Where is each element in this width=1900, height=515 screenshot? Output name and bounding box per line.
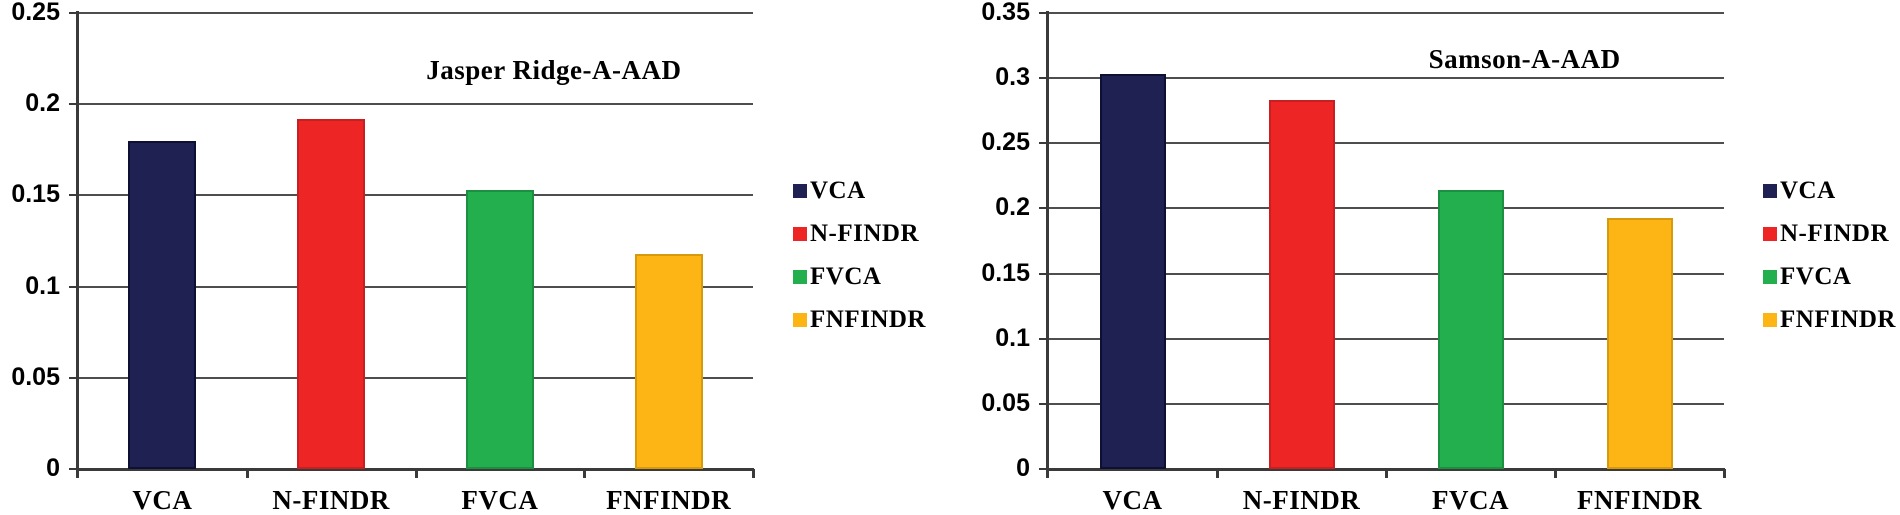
y-tick-label: 0.1 — [25, 271, 60, 300]
x-tick — [583, 469, 587, 478]
y-tick — [1039, 468, 1048, 470]
gridline — [1048, 207, 1724, 210]
y-tick-label: 0.3 — [995, 63, 1030, 92]
legend-color-swatch — [793, 270, 807, 284]
bar-n-findr — [297, 118, 366, 469]
legend-label: VCA — [1780, 177, 1836, 204]
bar-fvca — [465, 189, 534, 469]
x-category-label: FVCA — [461, 485, 539, 515]
legend-color-swatch — [1763, 270, 1777, 284]
gridline — [78, 285, 753, 288]
y-tick — [69, 103, 78, 106]
x-tick — [245, 469, 249, 478]
x-category-label: N-FINDR — [272, 485, 390, 515]
y-tick — [1039, 77, 1048, 80]
y-tick-label: 0.05 — [11, 362, 60, 391]
legend-item-vca: VCA — [1763, 177, 1836, 205]
y-tick-label: 0.15 — [981, 258, 1030, 287]
y-tick — [69, 194, 78, 197]
legend-label: FNFINDR — [810, 306, 926, 333]
x-tick — [752, 469, 755, 478]
gridline — [1048, 142, 1724, 145]
y-tick-label: 0 — [46, 454, 60, 482]
y-tick-label: 0.25 — [981, 128, 1030, 157]
x-category-label: VCA — [132, 485, 193, 515]
x-tick — [414, 469, 418, 478]
x-tick — [1216, 469, 1219, 478]
legend-label: FVCA — [810, 263, 882, 290]
gridline — [1048, 77, 1724, 80]
y-tick — [1039, 142, 1048, 145]
legend-label: FVCA — [1780, 263, 1852, 290]
legend-item-fnfindr: FNFINDR — [1763, 306, 1896, 334]
gridline — [1048, 272, 1724, 275]
legend-color-swatch — [793, 313, 807, 327]
gridline — [78, 103, 753, 106]
legend-color-swatch — [1763, 184, 1777, 198]
y-tick-label: 0.15 — [11, 180, 60, 209]
legend-color-swatch — [1763, 313, 1777, 327]
legend-item-fvca: FVCA — [793, 263, 881, 291]
chart-title: Jasper Ridge-A-AAD — [426, 55, 682, 85]
bar-fvca — [1437, 190, 1504, 469]
gridline — [78, 12, 753, 14]
y-tick-label: 0.25 — [11, 0, 60, 26]
y-tick — [1039, 337, 1048, 340]
y-tick — [69, 12, 78, 14]
x-tick — [1723, 469, 1726, 478]
legend-color-swatch — [793, 227, 807, 241]
y-tick — [69, 285, 78, 288]
legend-label: N-FINDR — [810, 220, 920, 247]
y-tick-label: 0.1 — [995, 323, 1030, 352]
x-category-label: FVCA — [1432, 485, 1509, 515]
gridline — [1048, 337, 1724, 340]
legend-item-n-findr: N-FINDR — [1763, 220, 1889, 248]
y-tick-label: 0.35 — [981, 0, 1030, 26]
bar-fnfindr — [1606, 217, 1673, 469]
gridline — [78, 376, 753, 379]
y-tick-label: 0 — [1016, 454, 1030, 482]
bar-fnfindr — [634, 253, 703, 469]
x-category-label: FNFINDR — [1577, 485, 1702, 515]
x-category-label: VCA — [1102, 485, 1163, 515]
x-category-label: N-FINDR — [1242, 485, 1361, 515]
gridline — [1048, 12, 1724, 14]
chart-title: Samson-A-AAD — [1428, 44, 1621, 74]
y-tick-label: 0.05 — [981, 388, 1030, 417]
y-axis — [76, 11, 79, 478]
y-axis — [1046, 11, 1049, 478]
bar-vca — [1099, 74, 1166, 469]
legend-label: N-FINDR — [1780, 220, 1890, 247]
x-category-label: FNFINDR — [606, 485, 732, 515]
y-tick-label: 0.2 — [995, 193, 1030, 222]
bar-vca — [128, 140, 197, 469]
gridline — [78, 194, 753, 197]
y-tick — [69, 376, 78, 379]
x-tick — [1385, 469, 1388, 478]
legend-item-fvca: FVCA — [1763, 263, 1851, 291]
gridline — [1048, 402, 1724, 405]
legend-label: VCA — [810, 177, 866, 204]
y-tick — [1039, 272, 1048, 275]
legend-item-fnfindr: FNFINDR — [793, 306, 926, 334]
y-tick — [1039, 207, 1048, 210]
legend-color-swatch — [793, 184, 807, 198]
legend-label: FNFINDR — [1780, 306, 1896, 333]
legend-item-n-findr: N-FINDR — [793, 220, 919, 248]
x-tick — [1554, 469, 1557, 478]
legend-color-swatch — [1763, 227, 1777, 241]
y-tick-label: 0.2 — [25, 89, 60, 118]
y-tick — [1039, 12, 1048, 14]
y-tick — [1039, 402, 1048, 405]
legend-item-vca: VCA — [793, 177, 866, 205]
bar-n-findr — [1268, 100, 1335, 469]
y-tick — [69, 468, 78, 470]
